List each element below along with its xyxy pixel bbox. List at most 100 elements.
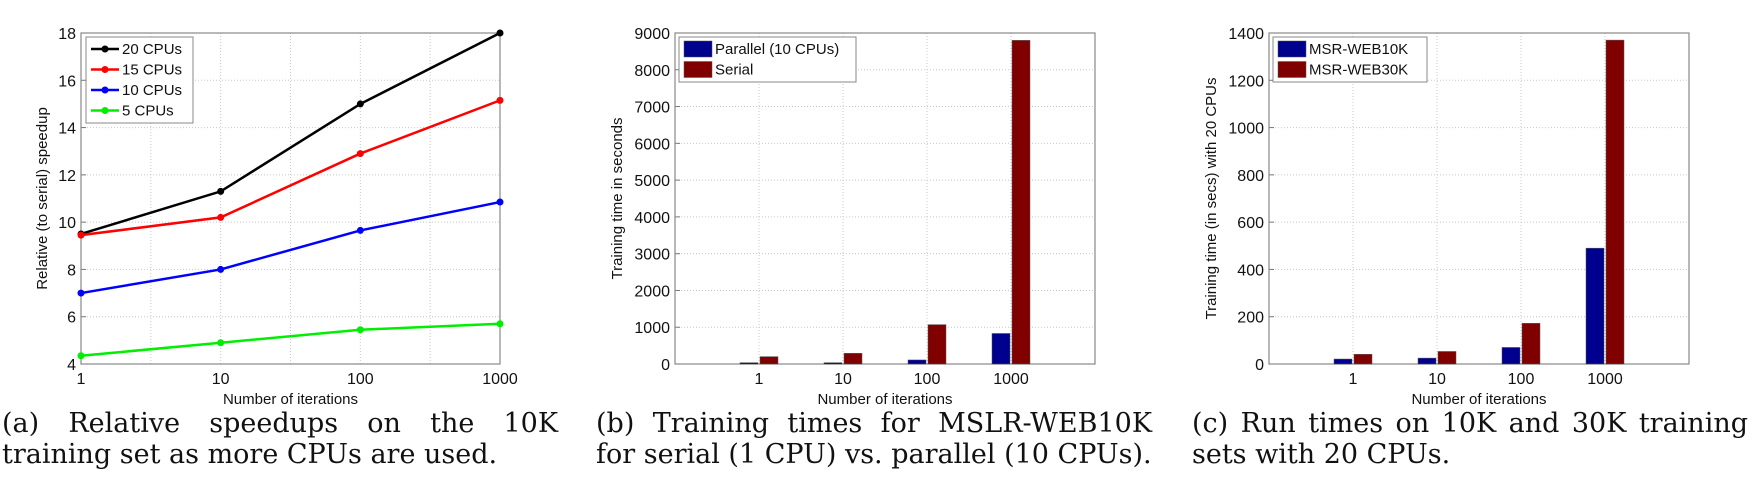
- bar: [1333, 358, 1353, 365]
- x-tick-label: 1: [1349, 371, 1358, 388]
- x-tick-label: 100: [914, 371, 941, 388]
- y-axis-label: Training time in seconds: [609, 117, 626, 279]
- y-tick-label: 800: [1237, 168, 1264, 185]
- data-point: [496, 320, 504, 328]
- y-tick-label: 6000: [634, 136, 670, 153]
- x-tick-label: 1: [77, 371, 86, 388]
- x-axis-label: Number of iterations: [223, 391, 358, 408]
- y-tick-label: 600: [1237, 215, 1264, 232]
- chart-b: 0 1000 2000 3000 4000 5000 6000 7000 8000 9000 1 10…: [609, 26, 1096, 408]
- bar: [1011, 40, 1031, 365]
- legend-label: Parallel (10 CPUs): [715, 41, 839, 58]
- legend: MSR-WEB10K MSR-WEB30K: [1272, 36, 1428, 83]
- bar: [823, 362, 843, 365]
- legend-swatch: [1277, 61, 1307, 78]
- x-tick-label: 10: [834, 371, 852, 388]
- plot-area-frame: [80, 32, 501, 365]
- y-tick-label: 1400: [1228, 26, 1264, 43]
- x-axis-label: Number of iterations: [817, 391, 952, 408]
- bar: [759, 356, 779, 365]
- legend-marker: [101, 107, 109, 114]
- plot-area-frame: [1268, 32, 1690, 365]
- x-tick-label: 10: [212, 371, 230, 388]
- x-tick-label: 1000: [482, 371, 518, 388]
- bar: [1585, 247, 1605, 365]
- series-line: [80, 322, 501, 357]
- bar: [1437, 351, 1457, 365]
- legend-label: MSR-WEB10K: [1309, 41, 1408, 58]
- legend-swatch: [683, 61, 713, 78]
- data-point: [217, 213, 225, 221]
- data-point: [356, 100, 364, 108]
- legend-label: 20 CPUs: [122, 41, 182, 58]
- legend-marker: [101, 66, 109, 73]
- legend-swatch: [1277, 40, 1307, 58]
- legend-label: Serial: [715, 62, 753, 79]
- y-tick-label: 200: [1237, 310, 1264, 327]
- chart-a: 4 6 8 10 12 14 16 18 1 10 100 1000 Number of iterati…: [34, 26, 518, 408]
- data-point: [496, 29, 504, 37]
- legend-label: 5 CPUs: [122, 103, 174, 120]
- data-point: [496, 198, 504, 206]
- data-point: [217, 265, 225, 273]
- x-tick-label: 1: [755, 371, 764, 388]
- bar: [907, 359, 927, 365]
- caption-a: (a) Relative speedups on the 10K trainin…: [2, 408, 558, 470]
- x-tick-label: 10: [1428, 371, 1446, 388]
- legend-marker: [101, 86, 109, 94]
- legend: Parallel (10 CPUs) Serial: [678, 36, 857, 83]
- data-point: [356, 150, 364, 158]
- plot-area-frame: [674, 32, 1096, 365]
- series-line: [80, 99, 501, 237]
- bar: [739, 362, 759, 365]
- y-tick-label: 14: [58, 121, 76, 138]
- data-point: [77, 231, 85, 239]
- y-tick-label: 10: [58, 215, 76, 232]
- caption-c: (c) Run times on 10K and 30K training se…: [1192, 408, 1748, 470]
- bar: [927, 324, 947, 365]
- y-axis-label: Training time (in secs) with 20 CPUs: [1203, 77, 1220, 319]
- x-tick-label: 100: [347, 371, 374, 388]
- y-tick-label: 6: [67, 310, 76, 327]
- data-point: [217, 187, 225, 195]
- y-tick-label: 1200: [1228, 73, 1264, 90]
- y-tick-label: 18: [58, 26, 76, 43]
- x-tick-label: 1000: [993, 371, 1029, 388]
- y-tick-label: 0: [661, 357, 670, 374]
- x-axis-label: Number of iterations: [1411, 391, 1546, 408]
- legend-swatch: [683, 40, 713, 58]
- legend-label: MSR-WEB30K: [1309, 62, 1408, 79]
- caption-b: (b) Training times for MSLR-WEB10K for s…: [596, 408, 1152, 470]
- data-point: [77, 289, 85, 297]
- y-tick-label: 8: [67, 262, 76, 279]
- bar: [843, 353, 863, 365]
- data-point: [496, 96, 504, 104]
- legend-marker: [101, 45, 109, 53]
- y-tick-label: 12: [58, 168, 76, 185]
- y-tick-label: 400: [1237, 262, 1264, 279]
- data-point: [356, 226, 364, 234]
- y-tick-label: 3000: [634, 247, 670, 264]
- y-tick-label: 1000: [1228, 121, 1264, 138]
- y-tick-label: 9000: [634, 26, 670, 43]
- chart-c: 0 200 400 600 800 1000 1200 1400 1 10 100 1000 Numbe…: [1203, 26, 1690, 408]
- legend: 20 CPUs 15 CPUs 10 CPUs 5 CPUs: [85, 36, 194, 124]
- bar: [1605, 39, 1625, 365]
- series-line: [80, 200, 501, 295]
- legend-label: 10 CPUs: [122, 82, 182, 99]
- y-tick-label: 1000: [634, 320, 670, 337]
- y-tick-label: 4000: [634, 210, 670, 227]
- legend-label: 15 CPUs: [122, 62, 182, 79]
- bar: [1521, 323, 1541, 365]
- bar: [1501, 347, 1521, 365]
- data-point: [217, 339, 225, 347]
- y-tick-label: 2000: [634, 283, 670, 300]
- y-tick-label: 5000: [634, 173, 670, 190]
- bar: [1353, 354, 1373, 365]
- x-tick-label: 1000: [1587, 371, 1623, 388]
- bar: [1417, 357, 1437, 365]
- bar: [991, 333, 1011, 365]
- x-tick-label: 100: [1508, 371, 1535, 388]
- y-tick-label: 7000: [634, 100, 670, 117]
